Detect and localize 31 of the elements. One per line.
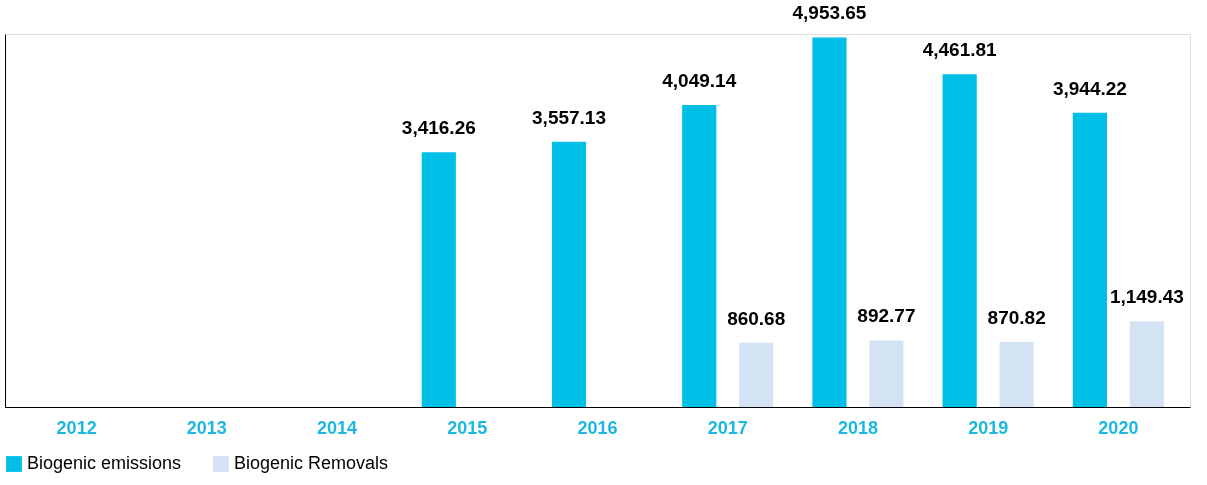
x-tick-label: 2019	[968, 417, 1009, 438]
bar	[869, 340, 904, 407]
data-label: 860.68	[727, 307, 786, 329]
legend-label: Biogenic emissions	[27, 453, 182, 473]
x-tick-label: 2016	[577, 417, 618, 438]
data-label: 3,416.26	[401, 117, 476, 139]
x-tick-label: 2014	[317, 417, 358, 438]
x-tick-label: 2018	[837, 417, 878, 438]
x-tick-label: 2017	[707, 417, 748, 438]
bar	[942, 74, 977, 407]
x-tick-label: 2013	[186, 417, 227, 438]
data-label: 3,557.13	[532, 106, 606, 128]
data-label: 4,049.14	[662, 69, 737, 91]
bar	[812, 37, 847, 407]
bar	[1072, 112, 1107, 407]
data-label: 4,461.81	[922, 39, 998, 61]
bar	[421, 152, 456, 407]
bar	[682, 104, 717, 407]
x-tick-label: 2020	[1098, 417, 1139, 438]
data-label: 892.77	[857, 305, 916, 327]
data-label: 1,149.43	[1109, 286, 1184, 308]
x-tick-label: 2012	[56, 417, 97, 438]
data-label: 4,953.65	[792, 2, 867, 24]
data-label: 870.82	[987, 307, 1046, 329]
data-label: 3,944.22	[1052, 77, 1127, 99]
bar	[999, 342, 1034, 407]
legend-label: Biogenic Removals	[234, 453, 389, 473]
bar	[1129, 321, 1164, 407]
bar	[551, 141, 587, 407]
x-tick-label: 2015	[447, 417, 488, 438]
bar	[739, 342, 774, 407]
